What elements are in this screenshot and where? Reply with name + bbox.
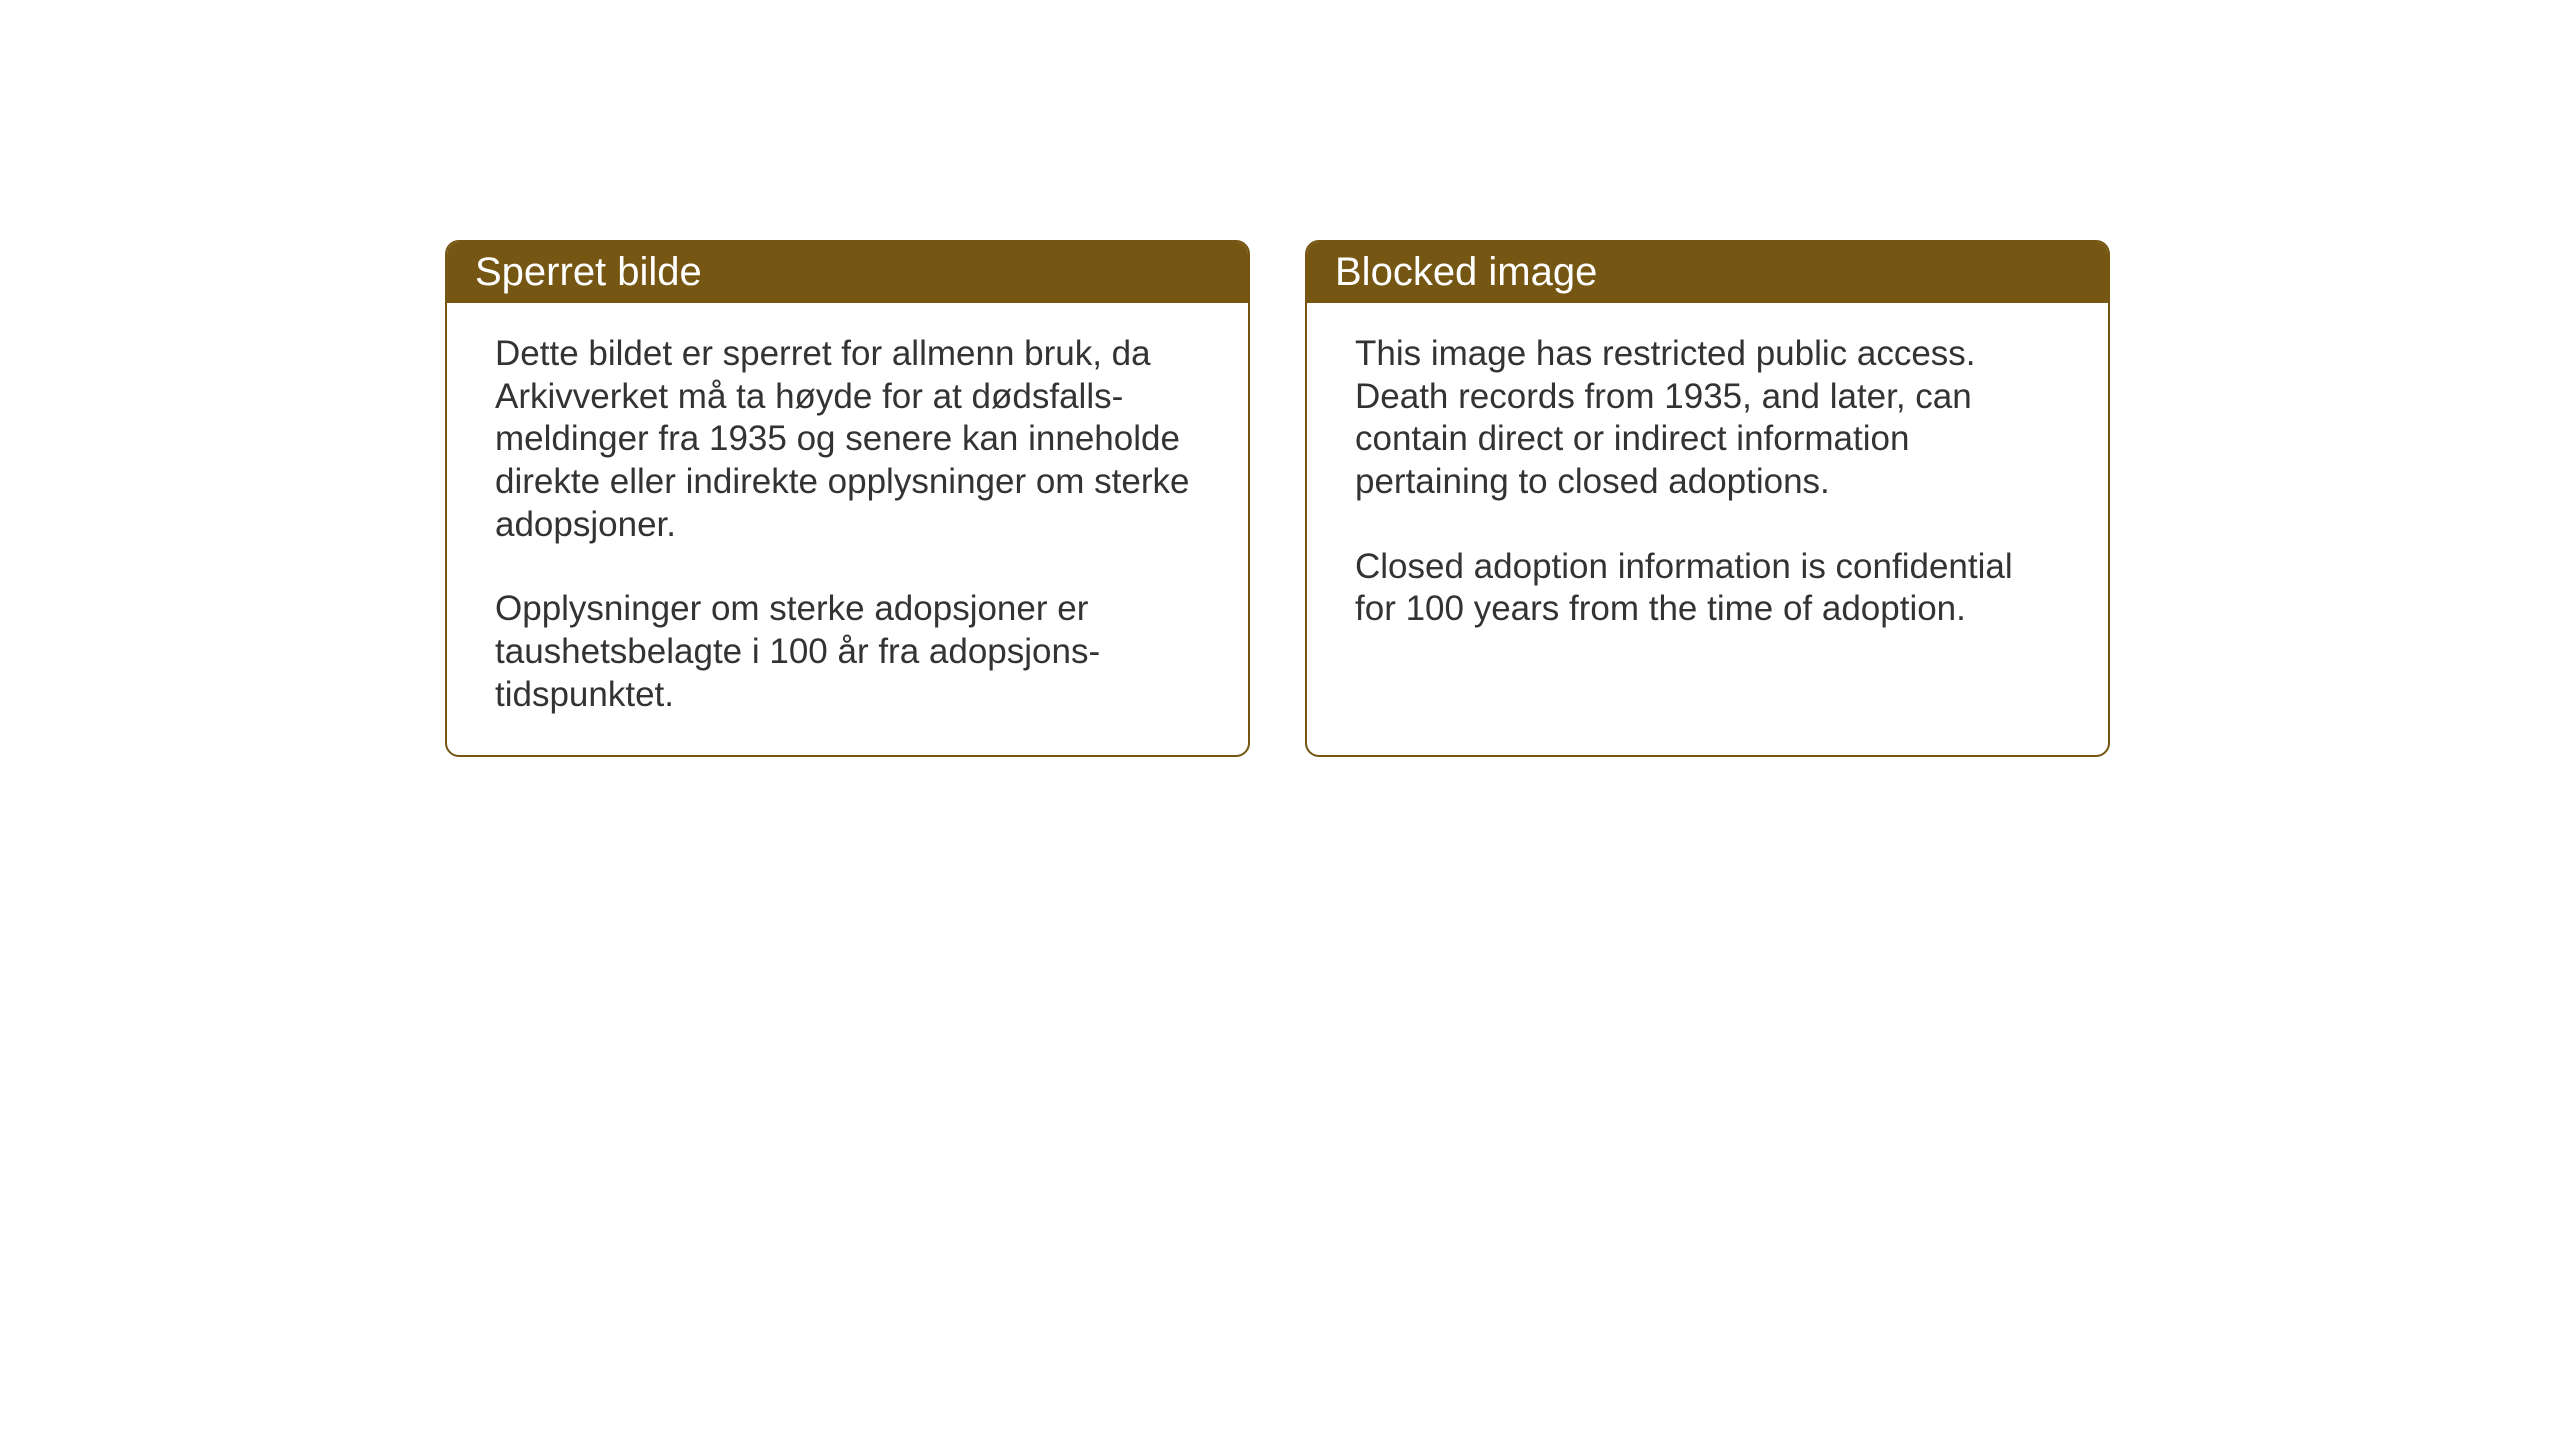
norwegian-card-title: Sperret bilde	[475, 250, 702, 294]
english-paragraph-1: This image has restricted public access.…	[1355, 333, 2060, 504]
norwegian-notice-card: Sperret bilde Dette bildet er sperret fo…	[445, 240, 1250, 757]
norwegian-card-body: Dette bildet er sperret for allmenn bruk…	[447, 303, 1248, 755]
english-paragraph-2: Closed adoption information is confident…	[1355, 546, 2060, 631]
notice-cards-container: Sperret bilde Dette bildet er sperret fo…	[445, 240, 2110, 757]
english-card-body: This image has restricted public access.…	[1307, 303, 2108, 669]
english-card-header: Blocked image	[1307, 242, 2108, 303]
norwegian-paragraph-2: Opplysninger om sterke adopsjoner er tau…	[495, 588, 1200, 716]
english-card-title: Blocked image	[1335, 250, 1597, 294]
norwegian-card-header: Sperret bilde	[447, 242, 1248, 303]
norwegian-paragraph-1: Dette bildet er sperret for allmenn bruk…	[495, 333, 1200, 546]
english-notice-card: Blocked image This image has restricted …	[1305, 240, 2110, 757]
